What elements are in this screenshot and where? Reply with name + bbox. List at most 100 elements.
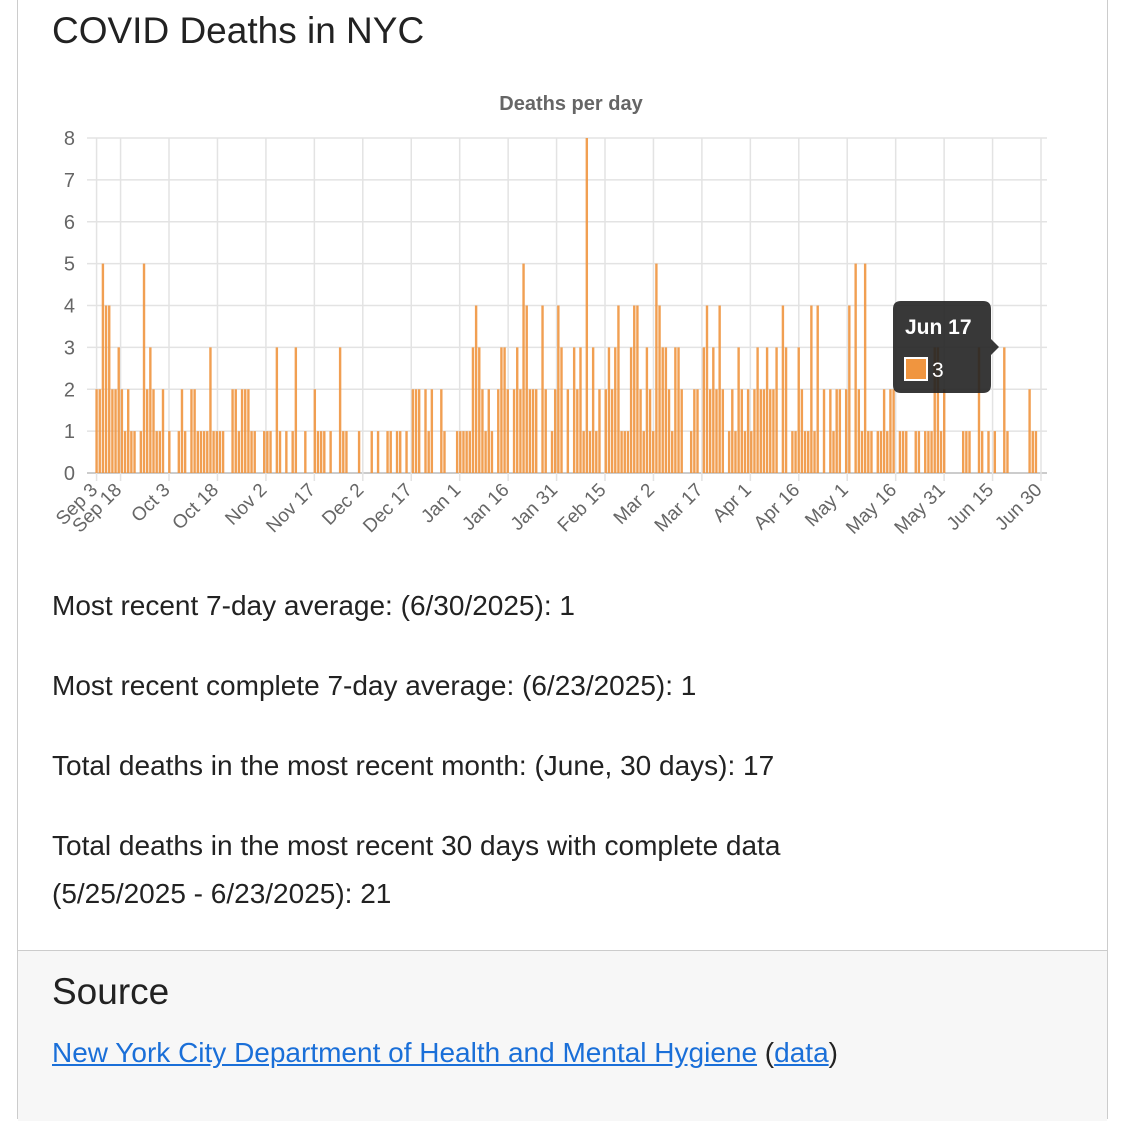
bar bbox=[139, 431, 143, 473]
bar bbox=[977, 347, 981, 473]
x-tick-label: May 16 bbox=[842, 480, 901, 539]
bar bbox=[319, 431, 323, 473]
bar bbox=[658, 305, 661, 473]
x-tick-label: Dec 17 bbox=[359, 480, 416, 537]
y-tick-label: 7 bbox=[64, 170, 75, 192]
bar bbox=[993, 431, 997, 473]
bar bbox=[639, 389, 642, 473]
bar bbox=[455, 431, 459, 473]
bar bbox=[661, 347, 664, 473]
bar bbox=[535, 389, 538, 473]
bar bbox=[566, 389, 570, 473]
bar bbox=[939, 431, 943, 473]
bar bbox=[626, 431, 630, 473]
bar bbox=[168, 431, 171, 473]
bar bbox=[190, 389, 193, 473]
y-tick-label: 2 bbox=[64, 379, 75, 401]
bar bbox=[648, 389, 652, 473]
bar bbox=[196, 431, 199, 473]
bar bbox=[127, 389, 130, 473]
bar bbox=[889, 389, 892, 473]
bar bbox=[829, 389, 832, 473]
bar bbox=[481, 389, 484, 473]
x-tick-label: Feb 15 bbox=[554, 480, 611, 537]
chart-title: Deaths per day bbox=[499, 93, 643, 115]
bar bbox=[664, 347, 668, 473]
bar bbox=[206, 431, 209, 473]
bar bbox=[516, 347, 519, 473]
bar bbox=[231, 389, 234, 473]
bar bbox=[769, 389, 772, 473]
bar bbox=[860, 431, 864, 473]
bar bbox=[411, 389, 415, 473]
bar bbox=[183, 431, 187, 473]
bar bbox=[294, 347, 298, 473]
bar bbox=[917, 431, 921, 473]
x-tick-label: Oct 18 bbox=[169, 480, 223, 534]
bar bbox=[794, 431, 797, 473]
bar bbox=[490, 431, 494, 473]
bar bbox=[614, 347, 617, 473]
bar bbox=[705, 305, 709, 473]
bar bbox=[623, 431, 626, 473]
bar bbox=[247, 389, 250, 473]
bar bbox=[816, 305, 819, 473]
bar bbox=[329, 431, 332, 473]
bar bbox=[253, 431, 256, 473]
page-title: COVID Deaths in NYC bbox=[52, 10, 425, 51]
bar bbox=[1003, 347, 1006, 473]
bar bbox=[844, 389, 848, 473]
bar bbox=[291, 431, 294, 473]
bar bbox=[784, 347, 788, 473]
bar bbox=[389, 431, 392, 473]
bar bbox=[221, 431, 225, 473]
bar bbox=[696, 389, 699, 473]
bar bbox=[961, 431, 965, 473]
bar bbox=[465, 431, 468, 473]
doh-link[interactable]: New York City Department of Health and M… bbox=[52, 1037, 758, 1068]
bar bbox=[269, 431, 272, 473]
bar bbox=[712, 347, 715, 473]
bar bbox=[474, 305, 478, 473]
stat-recent-7day-avg: Most recent 7-day average: (6/30/2025): … bbox=[52, 590, 575, 621]
data-link[interactable]: data bbox=[774, 1037, 829, 1068]
bar bbox=[487, 389, 490, 473]
bar bbox=[531, 389, 535, 473]
bar bbox=[266, 431, 269, 473]
stat-30day-label: Total deaths in the most recent 30 days … bbox=[52, 830, 781, 861]
source-line: New York City Department of Health and M… bbox=[52, 1037, 838, 1069]
bar bbox=[550, 431, 554, 473]
bar bbox=[104, 305, 108, 473]
bar bbox=[870, 431, 873, 473]
bar bbox=[405, 431, 408, 473]
bar bbox=[500, 347, 503, 473]
bar bbox=[579, 347, 582, 473]
bar bbox=[557, 305, 560, 473]
bar bbox=[193, 389, 196, 473]
bar bbox=[541, 305, 544, 473]
bar bbox=[636, 305, 639, 473]
bar bbox=[791, 431, 794, 473]
bar bbox=[867, 431, 870, 473]
bar bbox=[145, 389, 149, 473]
bar bbox=[629, 347, 633, 473]
bar bbox=[598, 389, 601, 473]
bar bbox=[642, 431, 645, 473]
bar bbox=[497, 389, 500, 473]
stat-30day-total: Total deaths in the most recent 30 days … bbox=[52, 822, 780, 918]
bar bbox=[588, 431, 592, 473]
bar bbox=[737, 347, 740, 473]
bar bbox=[342, 431, 345, 473]
bar bbox=[914, 431, 917, 473]
bar bbox=[876, 431, 879, 473]
bar bbox=[620, 431, 623, 473]
y-tick-label: 5 bbox=[64, 254, 75, 276]
bar bbox=[718, 305, 721, 473]
bar bbox=[414, 389, 418, 473]
bar bbox=[693, 389, 696, 473]
bar bbox=[101, 263, 105, 473]
bar bbox=[838, 389, 842, 473]
bar bbox=[202, 431, 206, 473]
bar bbox=[734, 431, 737, 473]
